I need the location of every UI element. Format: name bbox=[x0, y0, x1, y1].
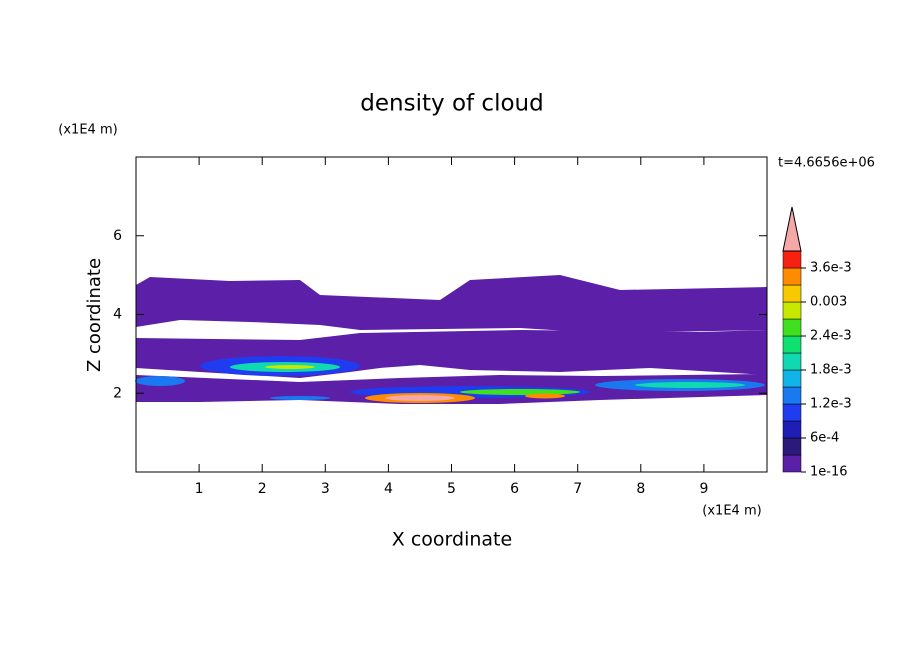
y-tick-label: 4 bbox=[113, 307, 122, 323]
colorbar-band bbox=[782, 250, 802, 269]
chart-title: density of cloud bbox=[360, 91, 543, 117]
colorbar-tick-label: 1.2e-3 bbox=[810, 397, 852, 412]
contour-region bbox=[136, 275, 767, 333]
colorbar-tick-label: 3.6e-3 bbox=[810, 261, 852, 276]
colorbar-band bbox=[782, 284, 802, 303]
colorbar-tick-label: 6e-4 bbox=[810, 431, 839, 446]
x-tick-label: 5 bbox=[447, 481, 456, 497]
x-tick-label: 9 bbox=[699, 481, 708, 497]
contour-region bbox=[525, 393, 565, 399]
colorbar-band bbox=[782, 386, 802, 405]
colorbar-band bbox=[782, 420, 802, 439]
x-tick-label: 2 bbox=[258, 481, 267, 497]
colorbar-band bbox=[782, 352, 802, 371]
contour-region bbox=[135, 376, 185, 386]
x-tick-label: 7 bbox=[573, 481, 582, 497]
colorbar-band bbox=[782, 318, 802, 337]
x-axis-label: X coordinate bbox=[392, 529, 512, 551]
colorbar-tick-label: 0.003 bbox=[810, 295, 847, 310]
contour-region bbox=[460, 389, 580, 395]
contour-region bbox=[270, 396, 330, 400]
y-tick-label: 6 bbox=[113, 228, 122, 244]
x-tick-label: 3 bbox=[321, 481, 330, 497]
colorbar-tick-label: 1.8e-3 bbox=[810, 363, 852, 378]
colorbar-tick-label: 1e-16 bbox=[810, 465, 848, 480]
colorbar-band bbox=[782, 335, 802, 354]
colorbar-band bbox=[782, 301, 802, 320]
colorbar-band bbox=[782, 437, 802, 456]
colorbar-band bbox=[782, 267, 802, 286]
x-tick-label: 6 bbox=[510, 481, 519, 497]
y-unit: (x1E4 m) bbox=[58, 123, 117, 138]
contour-region bbox=[385, 395, 455, 401]
colorbar-band bbox=[782, 369, 802, 388]
colorbar-tick-label: 2.4e-3 bbox=[810, 329, 852, 344]
y-tick-label: 2 bbox=[113, 385, 122, 401]
x-tick-label: 8 bbox=[636, 481, 645, 497]
contour-field bbox=[135, 275, 767, 404]
colorbar-band bbox=[782, 454, 802, 473]
colorbar-extension bbox=[782, 206, 802, 252]
contour-region bbox=[265, 365, 315, 369]
x-unit: (x1E4 m) bbox=[702, 504, 761, 519]
y-axis-label: Z coordinate bbox=[84, 258, 105, 372]
x-tick-label: 4 bbox=[384, 481, 393, 497]
contour-region bbox=[635, 382, 745, 388]
x-tick-label: 1 bbox=[195, 481, 204, 497]
time-annotation: t=4.6656e+06 bbox=[778, 156, 875, 171]
colorbar-band bbox=[782, 403, 802, 422]
